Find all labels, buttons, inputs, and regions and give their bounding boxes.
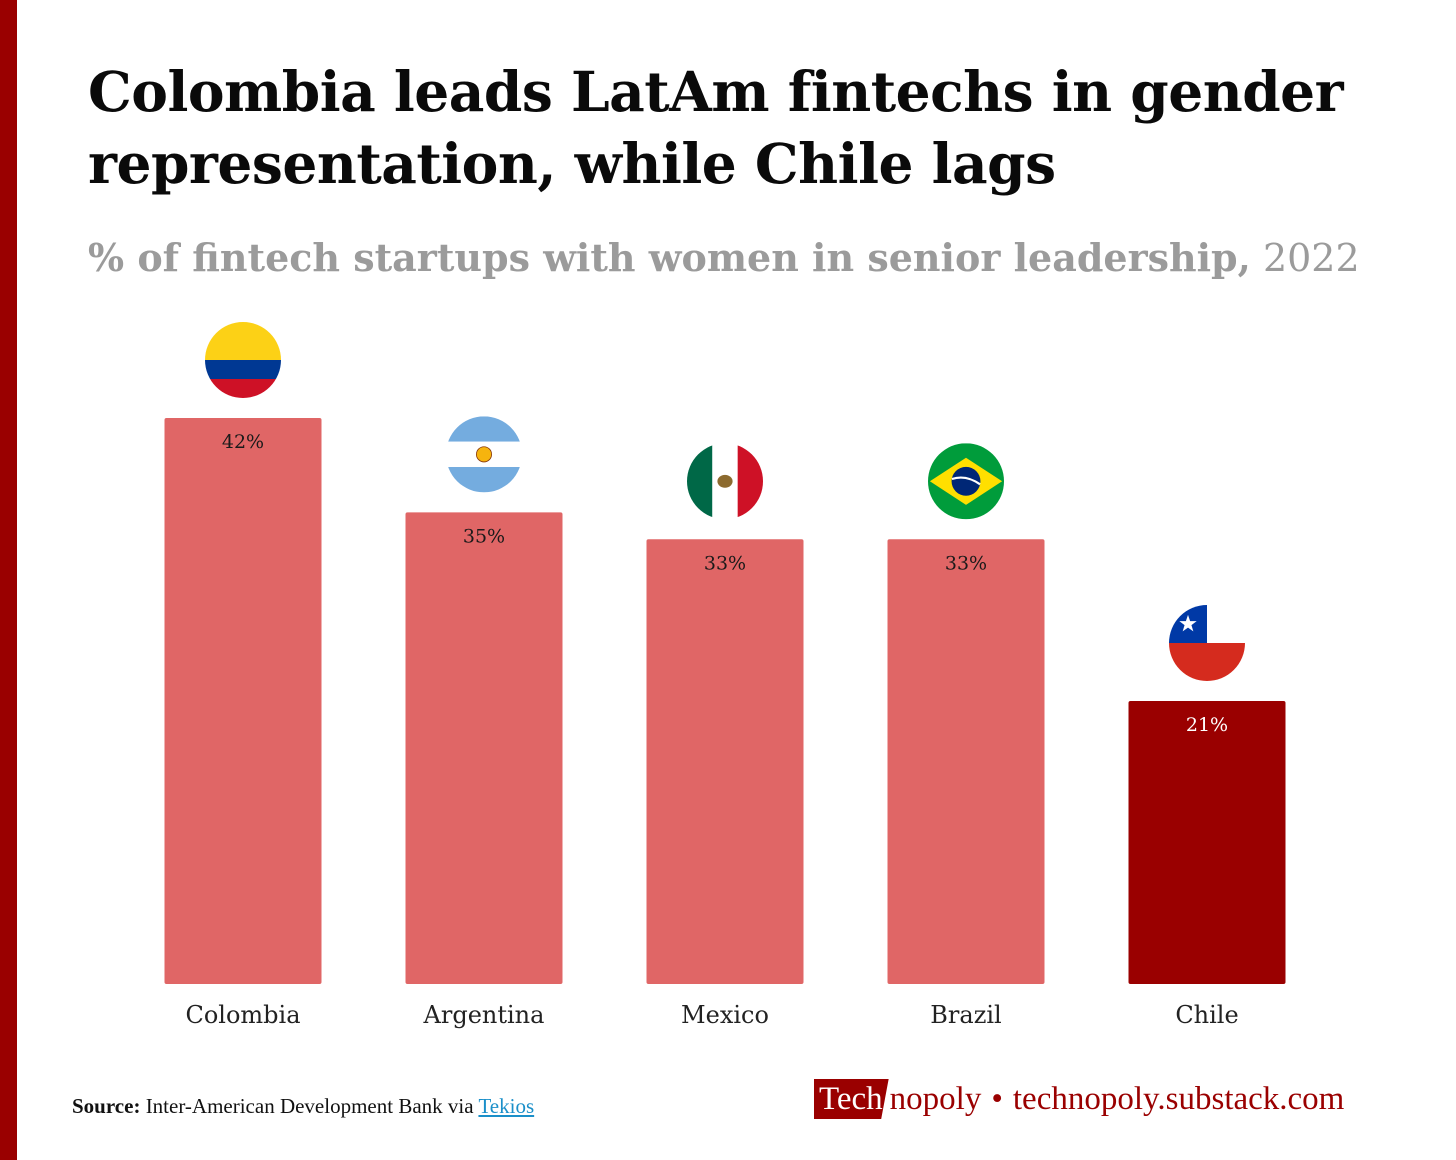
bar-argentina: [405, 512, 563, 984]
value-label-argentina: 35%: [463, 525, 505, 547]
bar-colombia: [164, 418, 322, 984]
value-label-chile: 21%: [1186, 714, 1228, 736]
bar-chile: [1128, 701, 1286, 984]
logo-box: Tech: [814, 1079, 889, 1119]
flag-green: [687, 443, 713, 520]
chart-title: Colombia leads LatAm fintechs in gender …: [88, 59, 1344, 196]
technopoly-logo[interactable]: Tech nopoly: [814, 1079, 981, 1119]
flag-band: [951, 476, 981, 486]
subtitle-main: % of fintech startups with women in seni…: [88, 235, 1251, 280]
flag-yellow: [205, 322, 281, 360]
source-label: Source:: [72, 1094, 141, 1118]
subtitle-year: 2022: [1262, 236, 1360, 280]
flag-globe: [951, 466, 981, 496]
flag-sky-top: [446, 416, 522, 442]
flag-red: [737, 443, 763, 520]
flag-sky-bottom: [446, 467, 522, 493]
logo-rest: nopoly: [889, 1080, 982, 1117]
flag-sun: [475, 446, 492, 463]
flag-red: [205, 379, 281, 398]
source-link[interactable]: Tekios: [478, 1094, 535, 1118]
accent-bar: [0, 0, 17, 1160]
bar-brazil: [887, 539, 1045, 984]
flag-emblem: [717, 474, 733, 488]
category-label-argentina: Argentina: [423, 1001, 545, 1029]
value-label-mexico: 33%: [704, 552, 746, 574]
brand-url[interactable]: technopoly.substack.com: [1012, 1080, 1345, 1117]
source-note: Source: Inter-American Development Bank …: [72, 1094, 534, 1119]
source-text: Inter-American Development Bank via: [145, 1094, 474, 1118]
brand-separator: •: [991, 1080, 1003, 1117]
category-label-brazil: Brazil: [930, 1001, 1001, 1029]
bar-mexico: [646, 539, 804, 984]
value-label-brazil: 33%: [945, 552, 987, 574]
brazil-flag-icon: [928, 443, 1004, 520]
colombia-flag-icon: [205, 322, 281, 398]
category-label-chile: Chile: [1175, 1001, 1238, 1029]
mexico-flag-icon: [687, 443, 763, 520]
category-label-colombia: Colombia: [185, 1001, 300, 1029]
chile-flag-icon: [1169, 605, 1245, 681]
argentina-flag-icon: [446, 416, 522, 493]
flag-blue: [205, 360, 281, 379]
category-label-mexico: Mexico: [681, 1001, 769, 1029]
flag-star: [1179, 614, 1197, 632]
brand-footer: Tech nopoly • technopoly.substack.com: [814, 1078, 1344, 1120]
value-label-colombia: 42%: [222, 431, 264, 453]
chart-subtitle: % of fintech startups with women in seni…: [88, 232, 1428, 284]
flag-red: [1169, 643, 1245, 681]
